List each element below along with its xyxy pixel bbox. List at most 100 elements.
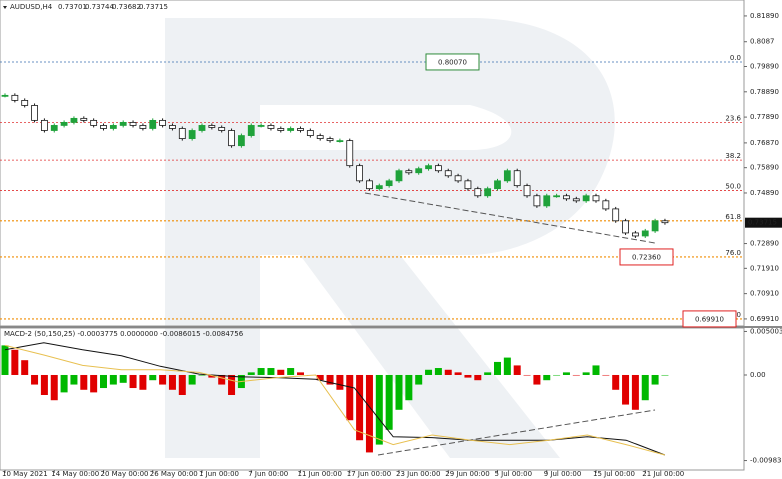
x-tick-label: 15 Jul 00:00 <box>593 470 635 478</box>
x-tick-label: 11 Jun 00:00 <box>298 470 342 478</box>
price-box <box>682 310 737 328</box>
macd-bar <box>188 374 196 385</box>
macd-bar <box>1 345 9 375</box>
candle <box>474 188 482 197</box>
x-tick-label: 1 Jun 00:00 <box>199 470 239 478</box>
candle <box>218 127 226 131</box>
candle <box>563 195 570 200</box>
fib-label: 61.8 <box>725 213 741 221</box>
candle <box>178 128 186 139</box>
macd-bar <box>464 374 472 378</box>
candle <box>237 135 245 147</box>
candle <box>651 220 659 232</box>
macd-bar <box>513 365 521 375</box>
macd-bar <box>159 374 167 385</box>
macd-bar <box>533 374 541 385</box>
candle <box>632 232 639 237</box>
candle <box>188 130 196 139</box>
macd-bar <box>602 374 610 376</box>
candle <box>149 119 157 129</box>
macd-bar <box>40 374 48 395</box>
trend-line <box>364 192 656 244</box>
candle <box>228 130 235 147</box>
x-tick-label: 23 Jun 00:00 <box>396 470 440 478</box>
candle <box>198 125 206 131</box>
macd-bar <box>316 374 324 381</box>
candle <box>572 198 580 202</box>
candle <box>346 140 354 167</box>
macd-bar <box>385 374 393 430</box>
macd-bar <box>11 349 19 375</box>
x-tick-label: 7 Jun 00:00 <box>248 470 288 478</box>
y-tick-label: 0.75890 <box>750 164 779 172</box>
candle <box>119 122 127 126</box>
candle <box>316 135 324 139</box>
candle <box>297 128 304 131</box>
macd-bar <box>287 368 295 375</box>
macd-bar <box>631 374 639 410</box>
candle <box>553 195 560 198</box>
candle <box>326 138 334 142</box>
macd-bar <box>405 374 413 401</box>
macd-bar <box>474 374 482 381</box>
y-tick-label: 0.72890 <box>750 240 779 248</box>
price-annotation: 0.72360 <box>632 253 661 261</box>
x-tick-label: 14 May 00:00 <box>51 470 99 478</box>
candle <box>454 175 462 182</box>
candle <box>444 170 452 177</box>
macd-bar <box>553 374 561 376</box>
candle <box>395 170 403 182</box>
y-tick-label: 0.74890 <box>750 189 779 197</box>
candle <box>129 122 137 126</box>
menu-arrow <box>3 6 7 9</box>
macd-bar <box>661 374 669 376</box>
macd-bar <box>139 374 147 390</box>
candle <box>159 119 167 126</box>
candle <box>533 195 541 207</box>
macd-bar <box>277 369 285 375</box>
x-tick-label: 17 Jun 00:00 <box>347 470 391 478</box>
macd-bar <box>297 372 304 375</box>
macd-bar <box>21 360 29 375</box>
candle <box>661 220 669 224</box>
last-price: 0.73715 <box>748 219 777 227</box>
macd-bar <box>523 374 531 376</box>
candle <box>41 119 48 131</box>
x-tick-label: 9 Jul 00:00 <box>544 470 582 478</box>
fib-label: 76.0 <box>725 249 741 257</box>
price-box <box>425 53 480 71</box>
candle <box>336 140 344 143</box>
macd-bar <box>178 374 186 395</box>
macd-bar <box>326 374 334 385</box>
x-tick-label: 21 Jul 00:00 <box>642 470 684 478</box>
candle <box>257 125 265 127</box>
macd-bar <box>100 374 107 389</box>
y-tick-label: 0.77890 <box>750 113 779 121</box>
candle <box>641 230 649 237</box>
macd-bar <box>434 368 442 375</box>
candle <box>1 94 9 97</box>
macd-bar <box>572 374 580 376</box>
candle <box>513 170 521 187</box>
y-tick-label: 0.71910 <box>750 264 779 272</box>
y-tick-label: 0.0050035 <box>750 327 782 335</box>
ohlc-value: 0.73715 <box>139 3 168 11</box>
y-tick-label: 0.78890 <box>750 88 779 96</box>
y-tick-label: 0.69910 <box>750 315 779 323</box>
candle <box>208 125 216 128</box>
candle <box>602 200 610 210</box>
fib-label: 23.6 <box>725 115 741 123</box>
macd-bar <box>168 374 176 390</box>
candle <box>287 128 295 131</box>
macd-bar <box>454 372 462 375</box>
y-tick-label: 0.00 <box>750 371 766 379</box>
macd-bar <box>119 374 127 383</box>
symbol-title: AUDUSD,H4 <box>10 3 53 11</box>
macd-line <box>4 344 666 456</box>
price-annotation: 0.69910 <box>695 315 724 323</box>
candle <box>405 170 413 174</box>
candle <box>11 94 19 101</box>
macd-bar <box>228 374 236 395</box>
macd-bar <box>503 357 511 375</box>
